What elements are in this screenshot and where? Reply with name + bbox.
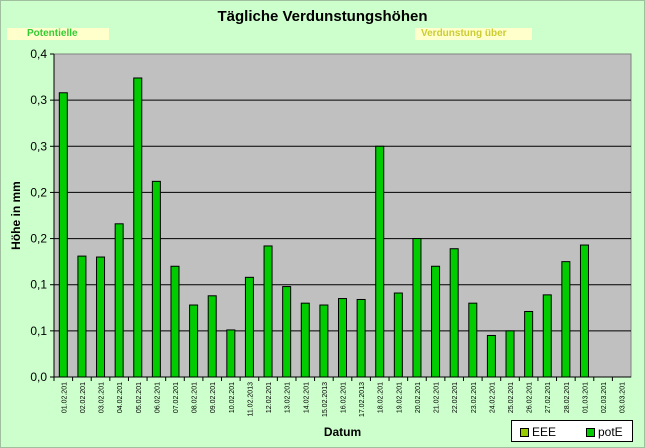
y-tick-label: 0,0 xyxy=(30,370,47,384)
bar xyxy=(58,92,68,378)
x-tick-label: 16.02.201 xyxy=(341,382,348,413)
bar xyxy=(561,261,571,378)
bar xyxy=(468,302,478,378)
y-tick-label: 0,1 xyxy=(30,324,47,338)
y-axis-title: Höhe in mm xyxy=(9,181,23,250)
bar xyxy=(579,244,589,378)
y-tick-label: 0,1 xyxy=(30,278,47,292)
bar xyxy=(207,295,217,378)
x-tick-label: 01.03.201 xyxy=(582,382,589,413)
bar xyxy=(319,304,329,378)
bar xyxy=(356,298,366,378)
bar xyxy=(505,330,515,378)
x-tick-label: 12.02.201 xyxy=(266,382,273,413)
x-tick-label: 02.02.201 xyxy=(80,382,87,413)
x-tick-label: 18.02.201 xyxy=(378,382,385,413)
x-tick-label: 27.02.201 xyxy=(545,382,552,413)
x-tick-label: 15.02.2013 xyxy=(322,382,329,417)
x-tick-label: 03.03.201 xyxy=(620,382,627,413)
x-tick-label: 08.02.201 xyxy=(192,382,199,413)
x-tick-label: 19.02.201 xyxy=(396,382,403,413)
y-tick-label: 0,2 xyxy=(30,232,47,246)
bar xyxy=(244,276,254,378)
x-tick-label: 20.02.201 xyxy=(415,382,422,413)
x-tick-label: 10.02.201 xyxy=(229,382,236,413)
y-tick-label: 0,3 xyxy=(30,139,47,153)
bar xyxy=(77,255,87,378)
bar xyxy=(151,180,161,378)
legend: EEE potE xyxy=(511,420,633,442)
legend-swatch-eee xyxy=(520,428,529,438)
bar xyxy=(524,310,534,378)
legend-label-eee: EEE xyxy=(532,425,557,439)
x-tick-label: 24.02.201 xyxy=(489,382,496,413)
bar xyxy=(449,248,459,378)
x-tick-label: 26.02.201 xyxy=(527,382,534,413)
annotation-right: Verdunstung über xyxy=(415,28,532,40)
x-tick-label: 17.02.2013 xyxy=(359,382,366,417)
bar xyxy=(114,223,124,378)
bar xyxy=(133,77,143,378)
bar xyxy=(412,238,422,378)
bar xyxy=(170,265,180,378)
bar xyxy=(96,256,106,378)
bar xyxy=(226,329,236,378)
legend-swatch-pote xyxy=(586,428,595,438)
x-tick-label: 09.02.201 xyxy=(210,382,217,413)
x-tick-label: 06.02.201 xyxy=(154,382,161,413)
bar xyxy=(189,304,199,378)
bar xyxy=(431,265,441,378)
y-tick-label: 0,2 xyxy=(30,185,47,199)
bar xyxy=(542,294,552,378)
legend-item-eee: EEE xyxy=(520,425,556,439)
x-tick-label: 03.02.201 xyxy=(99,382,106,413)
x-tick-label: 23.02.201 xyxy=(471,382,478,413)
x-tick-label: 07.02.201 xyxy=(173,382,180,413)
bar xyxy=(282,286,292,378)
bar xyxy=(486,334,496,378)
legend-item-pote: potE xyxy=(586,425,623,439)
x-tick-label: 14.02.201 xyxy=(303,382,310,413)
x-tick-label: 01.02.201 xyxy=(61,382,68,413)
annotation-left: Potentielle xyxy=(7,28,109,40)
bar xyxy=(300,302,310,378)
x-tick-label: 28.02.201 xyxy=(564,382,571,413)
x-tick-label: 11.02.2013 xyxy=(247,382,254,417)
chart-title: Tägliche Verdunstungshöhen xyxy=(217,8,428,25)
bar xyxy=(263,245,273,378)
x-tick-label: 05.02.201 xyxy=(136,382,143,413)
bar xyxy=(338,298,347,378)
x-axis-title: Datum xyxy=(324,425,361,439)
y-tick-label: 0,3 xyxy=(30,93,47,107)
x-tick-label: 22.02.201 xyxy=(452,382,459,413)
y-tick-label: 0,4 xyxy=(30,47,47,61)
legend-label-pote: potE xyxy=(598,425,623,439)
x-tick-label: 21.02.201 xyxy=(434,382,441,413)
x-tick-label: 04.02.201 xyxy=(117,382,124,413)
bar xyxy=(375,145,385,378)
bar xyxy=(393,292,403,378)
x-tick-label: 25.02.201 xyxy=(508,382,515,413)
x-tick-label: 13.02.201 xyxy=(285,382,292,413)
x-tick-label: 02.03.201 xyxy=(601,382,608,413)
